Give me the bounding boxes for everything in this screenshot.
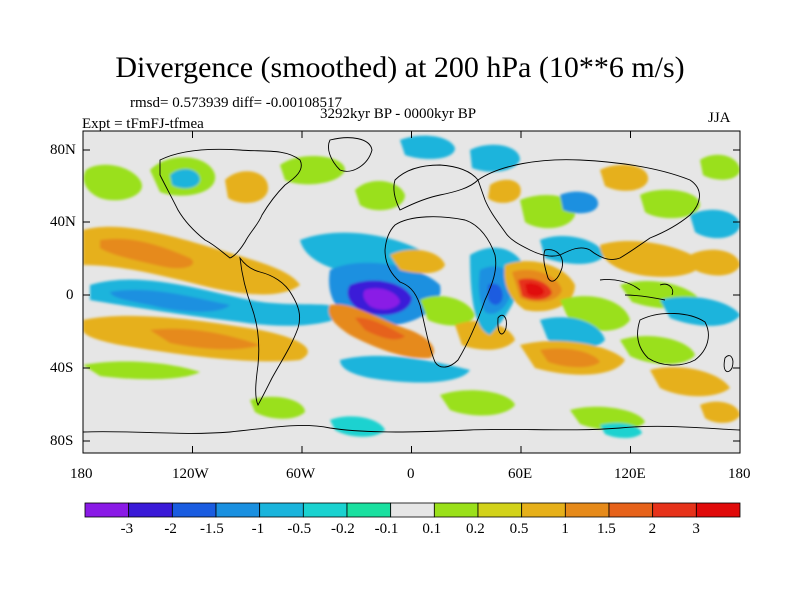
contour-field (83, 135, 740, 438)
contour-blob (488, 179, 521, 203)
x-tick-label: 180 (70, 466, 93, 482)
tick-marks (82, 131, 741, 453)
contour-blob (700, 401, 740, 423)
colorbar-label: 0.1 (422, 521, 442, 537)
colorbar-label: 1 (561, 521, 569, 537)
contour-blob (470, 144, 520, 172)
contour-blob (660, 296, 740, 326)
coastline-australia (637, 312, 709, 366)
colorbar-label: -0.1 (374, 521, 399, 537)
x-tick-label: 180 (728, 466, 751, 482)
contour-blob (560, 191, 599, 214)
contour-blob (225, 171, 269, 203)
contour-blob (150, 328, 260, 350)
x-tick-label: 120W (172, 466, 209, 482)
colorbar-swatch (433, 502, 479, 518)
colorbar-swatch (302, 502, 348, 518)
contour-blob (540, 348, 600, 368)
colorbar-swatch (652, 502, 697, 518)
contour-blob (420, 295, 475, 326)
experiment-text: Expt = tFmFJ-tfmea (82, 116, 204, 132)
contour-blob (540, 235, 605, 264)
colorbar-label: -1 (251, 521, 265, 537)
colorbar-swatch (390, 502, 435, 518)
contour-blob (690, 249, 740, 276)
colorbar (84, 502, 741, 518)
coastline-madagascar (497, 314, 507, 335)
x-tick-label: 120E (614, 466, 646, 482)
colorbar-label: 0.2 (466, 521, 485, 537)
contour-blob (83, 164, 142, 201)
contour-blob (390, 249, 445, 274)
contour-blob (340, 355, 470, 383)
x-tick-label: 60W (286, 466, 316, 482)
period-text: 3292kyr BP - 0000kyr BP (320, 106, 477, 122)
colorbar-swatch (521, 502, 566, 518)
contour-blob (110, 289, 230, 312)
colorbar-label: -1.5 (200, 521, 224, 537)
colorbar-label: 3 (692, 521, 700, 537)
colorbar-swatch (477, 502, 523, 518)
x-tick-label: 0 (407, 466, 415, 482)
rmsd-diff-text: rmsd= 0.573939 diff= -0.00108517 (130, 95, 343, 111)
x-tick-label: 60E (508, 466, 533, 482)
contour-blob (600, 164, 649, 191)
contour-blob (650, 367, 730, 397)
contour-blob (640, 189, 700, 219)
colorbar-label: -2 (164, 521, 177, 537)
contour-blob (363, 288, 400, 310)
coastline-greenland (328, 137, 373, 172)
coastline-north-america (159, 148, 302, 259)
contour-blob (700, 154, 740, 180)
contour-blob (170, 168, 200, 189)
coastline-new-zealand (723, 355, 734, 373)
contour-blob (600, 240, 701, 277)
coastline-indonesia (599, 279, 674, 301)
contour-blob (250, 396, 305, 419)
contour-blob (440, 390, 515, 416)
colorbar-swatch (346, 502, 392, 518)
colorbar-swatch (171, 502, 217, 518)
colorbar-label: 2 (648, 521, 657, 537)
coastline-europe (393, 164, 479, 211)
colorbar-swatch (84, 502, 130, 518)
colorbar-swatch (259, 502, 304, 518)
y-tick-label: 40N (50, 214, 76, 230)
season-text: JJA (708, 110, 731, 126)
contour-blob (455, 320, 515, 350)
colorbar-label: -0.5 (287, 521, 312, 537)
colorbar-swatch (128, 502, 173, 518)
contour-blob (525, 283, 545, 297)
contour-blob (280, 155, 345, 185)
colorbar-swatch (695, 502, 741, 518)
coastline-antarctica (83, 425, 740, 434)
y-tick-label: 40S (50, 360, 74, 376)
contour-blob (540, 317, 605, 349)
contour-blob (100, 238, 194, 269)
colorbar-label: 1.5 (597, 521, 616, 537)
coastline-africa (384, 216, 497, 368)
coastline-india (543, 249, 563, 282)
map-title: Divergence (smoothed) at 200 hPa (10**6 … (115, 51, 685, 84)
contour-blob (690, 209, 740, 239)
coastlines (83, 137, 740, 434)
coastline-south-america (239, 256, 301, 406)
contour-blob (355, 317, 405, 340)
colorbar-label: 0.5 (509, 521, 529, 537)
y-tick-label: 80N (50, 142, 76, 158)
contour-blob (400, 135, 455, 160)
colorbar-swatch (608, 502, 654, 518)
contour-blob (488, 283, 503, 305)
coastline-asia (477, 159, 700, 261)
y-tick-label: 80S (50, 433, 74, 449)
colorbar-label: -3 (120, 521, 134, 537)
y-tick-label: 0 (66, 287, 74, 303)
contour-blob (83, 361, 200, 380)
colorbar-swatch (215, 502, 261, 518)
colorbar-swatch (564, 502, 610, 518)
contour-blob (520, 195, 576, 229)
contour-blob (355, 180, 405, 211)
colorbar-label: -0.2 (331, 521, 355, 537)
